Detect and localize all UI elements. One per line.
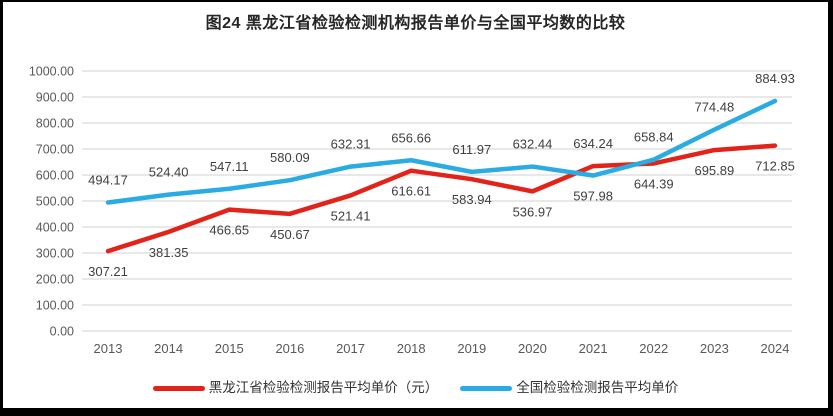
x-axis-tick-label: 2013 [94,341,123,356]
y-axis-tick-label: 500.00 [36,195,74,209]
y-axis-tick-label: 400.00 [36,221,74,235]
data-label: 611.97 [452,142,491,157]
y-axis-tick-label: 1000.00 [29,65,74,79]
y-axis-tick-label: 900.00 [36,91,74,105]
x-axis-tick-label: 2016 [275,341,304,356]
x-axis-tick-label: 2017 [336,341,365,356]
data-label: 521.41 [331,208,371,223]
data-label: 712.85 [755,159,795,174]
data-label: 634.24 [573,136,613,151]
chart-legend: 黑龙江省检验检测报告平均单价（元） 全国检验检测报告平均单价 [3,376,828,400]
y-axis-tick-label: 100.00 [36,299,74,313]
series-line-0 [105,143,778,254]
y-axis-tick-label: 300.00 [36,247,74,261]
legend-line-marker-blue [460,385,513,391]
y-axis-tick-label: 600.00 [36,169,74,183]
data-label: 580.09 [270,150,310,165]
chart-title: 图24 黑龙江省检验检测机构报告单价与全国平均数的比较 [205,15,626,32]
x-axis-tick-label: 2021 [579,341,608,356]
data-label: 658.84 [634,130,674,145]
x-axis-tick-label: 2024 [761,341,790,356]
x-axis-tick-label: 2015 [215,341,244,356]
data-label: 381.35 [149,245,189,260]
data-label: 494.17 [88,173,128,188]
data-label: 774.48 [694,100,734,115]
data-label: 466.65 [209,223,249,238]
data-label: 632.31 [331,137,371,152]
y-axis-tick-label: 700.00 [36,143,74,157]
data-label: 547.11 [210,159,249,174]
data-label: 656.66 [391,130,431,145]
data-label: 450.67 [270,227,310,242]
x-axis-tick-label: 2018 [397,341,426,356]
legend-item-national: 全国检验检测报告平均单价 [460,376,678,400]
x-axis-tick-label: 2020 [518,341,547,356]
legend-line-marker-red [152,385,205,391]
x-axis-tick-label: 2014 [154,341,183,356]
legend-item-heilongjiang: 黑龙江省检验检测报告平均单价（元） [152,376,439,400]
y-axis-tick-label: 800.00 [36,117,74,131]
legend-label-heilongjiang: 黑龙江省检验检测报告平均单价（元） [208,380,439,395]
data-label: 632.44 [513,137,553,152]
y-axis-tick-label: 0.00 [50,325,74,339]
data-label: 884.93 [755,71,795,86]
data-label: 616.61 [391,184,431,199]
x-axis-tick-label: 2023 [700,341,729,356]
legend-label-national: 全国检验检测报告平均单价 [516,380,679,395]
data-label: 644.39 [634,176,674,191]
series-line-1 [105,98,778,205]
data-label: 536.97 [513,204,553,219]
x-axis-tick-label: 2019 [457,341,486,356]
data-label: 695.89 [694,163,734,178]
data-label: 597.98 [573,189,613,204]
data-label: 524.40 [149,165,189,180]
y-axis-tick-label: 200.00 [36,273,74,287]
x-axis-tick-label: 2022 [639,341,668,356]
data-label: 307.21 [88,264,128,279]
data-label: 583.94 [452,192,492,207]
